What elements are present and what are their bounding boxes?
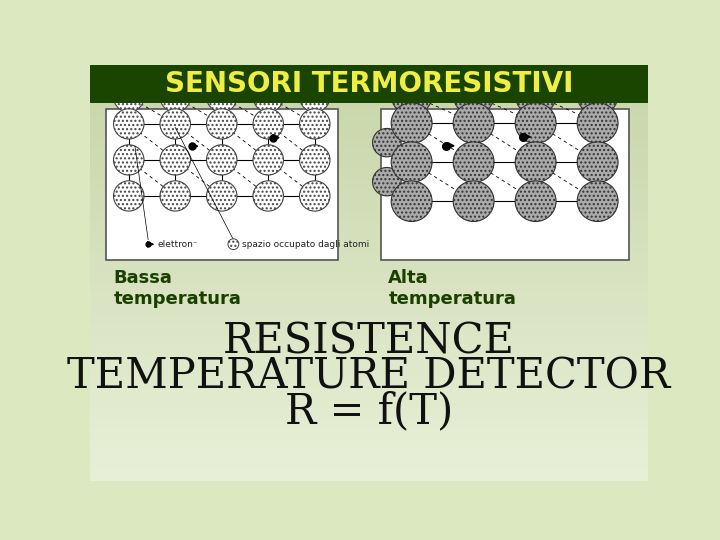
Circle shape (253, 82, 284, 112)
Circle shape (577, 142, 618, 183)
Circle shape (114, 181, 144, 211)
Circle shape (453, 181, 494, 221)
Bar (90, 127, 648, 138)
Text: elettron⁻: elettron⁻ (158, 240, 198, 249)
Circle shape (207, 82, 237, 112)
Bar (90, 148, 648, 158)
Text: TEMPERATURE DETECTOR: TEMPERATURE DETECTOR (68, 356, 670, 397)
Bar (90, 117, 648, 127)
Bar (90, 304, 648, 314)
Bar (90, 252, 648, 262)
Bar (90, 190, 648, 200)
Bar (90, 138, 648, 148)
Bar (90, 294, 648, 304)
Bar (90, 221, 648, 231)
Bar (90, 106, 648, 117)
Circle shape (228, 239, 239, 249)
Circle shape (114, 82, 144, 112)
Bar (90, 470, 648, 481)
Bar (90, 65, 648, 103)
Bar (90, 346, 648, 356)
Bar (90, 325, 648, 335)
Text: Bassa
temperatura: Bassa temperatura (113, 269, 241, 308)
Bar (90, 377, 648, 387)
Bar (90, 418, 648, 429)
Bar (90, 211, 648, 221)
Bar (90, 85, 648, 96)
Circle shape (160, 109, 191, 139)
Circle shape (160, 145, 191, 175)
Bar (90, 75, 648, 85)
Circle shape (453, 103, 494, 144)
Bar (90, 449, 648, 460)
Bar (90, 460, 648, 470)
Circle shape (391, 103, 432, 144)
Bar (90, 356, 648, 366)
Bar (90, 262, 648, 273)
Bar (106, 110, 338, 260)
Bar (90, 314, 648, 325)
Circle shape (207, 109, 237, 139)
Circle shape (207, 145, 237, 175)
Circle shape (300, 181, 330, 211)
Text: SENSORI TERMORESISTIVI: SENSORI TERMORESISTIVI (165, 70, 573, 98)
Circle shape (300, 109, 330, 139)
Bar (90, 241, 648, 252)
Bar (90, 158, 648, 168)
Bar (381, 110, 629, 260)
Text: R = f(T): R = f(T) (285, 390, 453, 433)
Circle shape (300, 82, 330, 112)
Bar (90, 335, 648, 346)
Bar (90, 96, 648, 106)
Circle shape (577, 103, 618, 144)
Circle shape (253, 109, 284, 139)
Circle shape (253, 145, 284, 175)
Bar (90, 439, 648, 449)
Text: Alta
temperatura: Alta temperatura (388, 269, 516, 308)
Bar (90, 168, 648, 179)
Bar (90, 429, 648, 439)
Circle shape (516, 181, 556, 221)
Circle shape (577, 181, 618, 221)
Bar (90, 231, 648, 241)
Bar (90, 408, 648, 418)
Bar (90, 200, 648, 210)
Bar (90, 283, 648, 294)
Bar (90, 65, 648, 75)
Circle shape (516, 103, 556, 144)
Circle shape (391, 181, 432, 221)
Circle shape (391, 142, 432, 183)
Bar (90, 397, 648, 408)
Text: RESISTENCE: RESISTENCE (223, 321, 515, 363)
Circle shape (253, 181, 284, 211)
Circle shape (114, 145, 144, 175)
Bar (90, 273, 648, 283)
Circle shape (516, 142, 556, 183)
Circle shape (160, 181, 191, 211)
Circle shape (453, 142, 494, 183)
Text: spazio occupato dagli atomi: spazio occupato dagli atomi (242, 240, 369, 249)
Circle shape (114, 109, 144, 139)
Circle shape (300, 145, 330, 175)
Circle shape (391, 75, 432, 116)
Bar (90, 366, 648, 377)
Circle shape (516, 75, 556, 116)
Circle shape (160, 82, 191, 112)
Circle shape (207, 181, 237, 211)
Circle shape (453, 75, 494, 116)
Circle shape (577, 75, 618, 116)
Circle shape (372, 167, 401, 196)
Circle shape (372, 129, 401, 157)
Bar (90, 179, 648, 190)
Bar (90, 387, 648, 397)
